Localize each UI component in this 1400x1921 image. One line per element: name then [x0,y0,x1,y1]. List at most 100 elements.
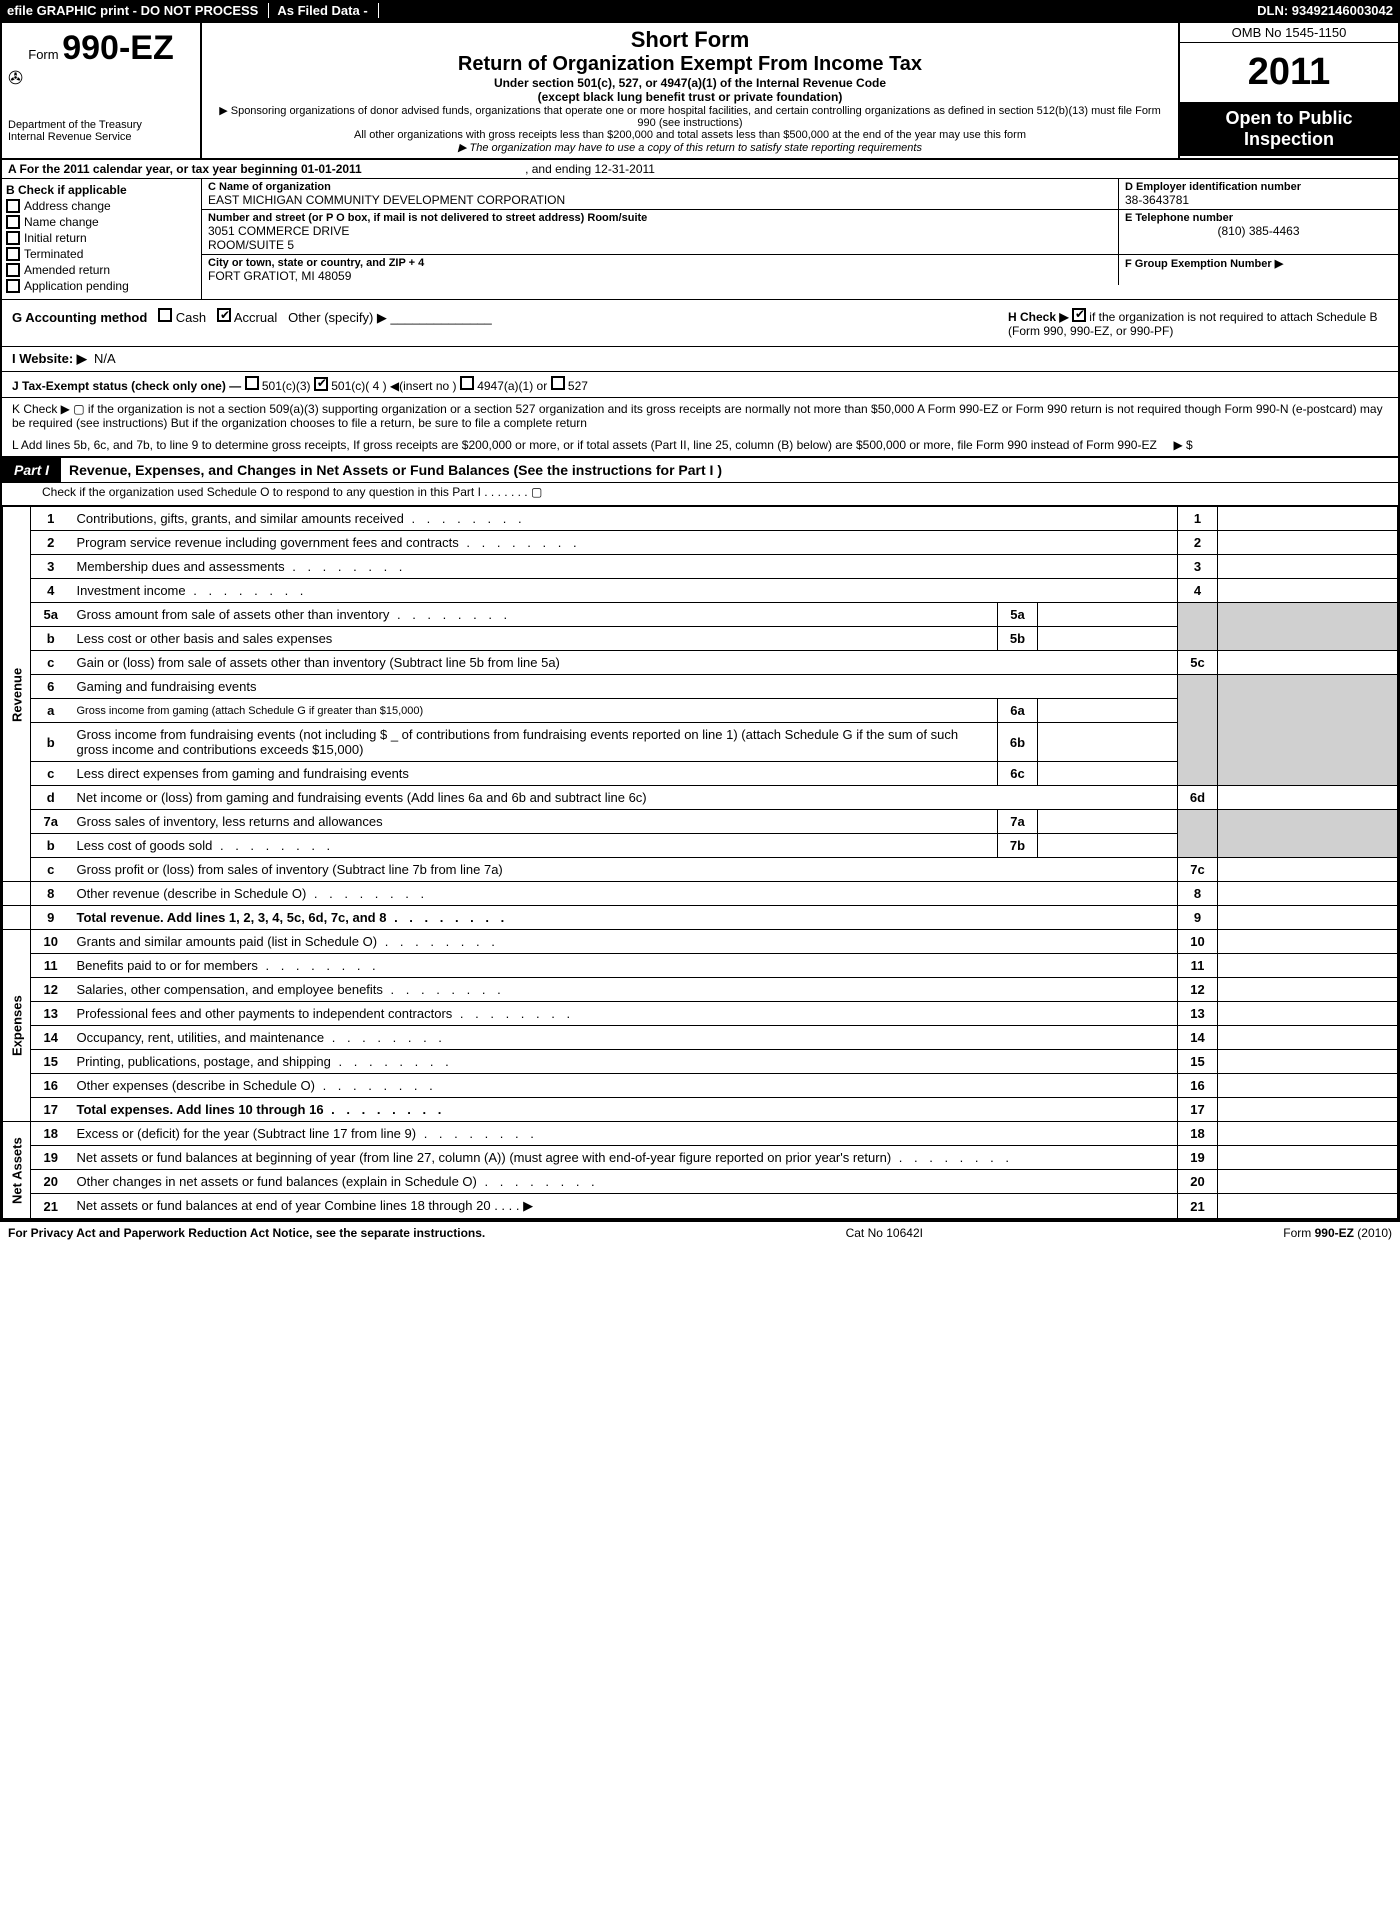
chk-name[interactable] [6,215,20,229]
ln5ab-vs [1218,603,1398,651]
ln10-r: 10 [1178,930,1218,954]
ln14-n: 14 [31,1026,71,1050]
ln6-vs [1218,675,1398,786]
chk-pending[interactable] [6,279,20,293]
i-label: I Website: ▶ [12,351,87,366]
lines-table: Revenue 1 Contributions, gifts, grants, … [2,506,1398,1219]
part1-title: Revenue, Expenses, and Changes in Net As… [61,458,730,482]
ln16-n: 16 [31,1074,71,1098]
ln10-v [1218,930,1398,954]
ln5c-r: 5c [1178,651,1218,675]
ln6a-m: 6a [998,699,1038,723]
ln1-n: 1 [31,507,71,531]
chk-j1[interactable] [245,376,259,390]
g-accrual: Accrual [234,310,277,325]
ln6c-n: c [31,762,71,786]
chk-j4[interactable] [551,376,565,390]
ln5a-d: Gross amount from sale of assets other t… [77,607,512,622]
netassets-label: Net Assets [3,1122,31,1219]
tax-year: 2011 [1180,43,1398,102]
ln2-d: Program service revenue including govern… [77,535,581,550]
chk-initial[interactable] [6,231,20,245]
ln6c-d: Less direct expenses from gaming and fun… [77,766,409,781]
col-b-title: B Check if applicable [6,183,197,197]
ln7a-n: 7a [31,810,71,834]
form-note2: All other organizations with gross recei… [212,129,1168,141]
ln6d-d: Net income or (loss) from gaming and fun… [77,790,647,805]
ln7b-mv [1038,834,1178,858]
ln7a-d: Gross sales of inventory, less returns a… [77,814,383,829]
ln16-r: 16 [1178,1074,1218,1098]
ln7ab-rs [1178,810,1218,858]
ln2-r: 2 [1178,531,1218,555]
ln6c-mv [1038,762,1178,786]
efile-label: efile GRAPHIC print - DO NOT PROCESS [7,3,269,18]
opt-pending: Application pending [24,279,129,293]
ln7c-v [1218,858,1398,882]
ln5c-n: c [31,651,71,675]
g-label: G Accounting method [12,310,147,325]
chk-h[interactable] [1072,308,1086,322]
c-city-label: City or town, state or country, and ZIP … [208,257,1112,269]
ln7b-d: Less cost of goods sold [77,838,335,853]
org-city: FORT GRATIOT, MI 48059 [208,269,1112,283]
chk-cash[interactable] [158,308,172,322]
ln13-n: 13 [31,1002,71,1026]
ln5c-v [1218,651,1398,675]
ln6a-n: a [31,699,71,723]
ln1-v [1218,507,1398,531]
g-cash: Cash [176,310,206,325]
ln10-d: Grants and similar amounts paid (list in… [77,934,499,949]
ln12-v [1218,978,1398,1002]
ln2-v [1218,531,1398,555]
ln7b-n: b [31,834,71,858]
ln4-d: Investment income [77,583,308,598]
ln6d-r: 6d [1178,786,1218,810]
ln6c-m: 6c [998,762,1038,786]
ln4-v [1218,579,1398,603]
chk-accrual[interactable] [217,308,231,322]
l-text: L Add lines 5b, 6c, and 7b, to line 9 to… [12,438,1157,452]
ln15-r: 15 [1178,1050,1218,1074]
ln18-r: 18 [1178,1122,1218,1146]
chk-j2[interactable] [314,377,328,391]
ln15-d: Printing, publications, postage, and shi… [77,1054,453,1069]
dept-irs: Internal Revenue Service [8,131,194,143]
footer-mid: Cat No 10642I [846,1226,923,1240]
ln20-n: 20 [31,1170,71,1194]
ln5ab-rs [1178,603,1218,651]
top-bar: efile GRAPHIC print - DO NOT PROCESS As … [0,0,1400,21]
row-k: K Check ▶ ▢ if the organization is not a… [2,398,1398,434]
footer: For Privacy Act and Paperwork Reduction … [0,1221,1400,1244]
chk-amended[interactable] [6,263,20,277]
ln14-r: 14 [1178,1026,1218,1050]
row-a: A For the 2011 calendar year, or tax yea… [2,160,1398,179]
dept-treasury: Department of the Treasury [8,119,194,131]
chk-address[interactable] [6,199,20,213]
ln5b-d: Less cost or other basis and sales expen… [77,631,333,646]
chk-terminated[interactable] [6,247,20,261]
j-o2: 501(c)( 4 ) ◀(insert no ) [331,379,456,393]
ln4-n: 4 [31,579,71,603]
header-right: OMB No 1545-1150 2011 Open to Public Ins… [1178,23,1398,158]
omb-number: OMB No 1545-1150 [1180,23,1398,43]
ln16-v [1218,1074,1398,1098]
asfiled-label: As Filed Data - [277,3,378,18]
form-note3: ▶ The organization may have to use a cop… [212,141,1168,154]
j-o3: 4947(a)(1) or [477,379,547,393]
row-i: I Website: ▶ N/A [2,347,1398,372]
ln3-v [1218,555,1398,579]
c-addr-label: Number and street (or P O box, if mail i… [208,212,1112,224]
dln-label: DLN: 93492146003042 [1257,3,1393,18]
ln6d-v [1218,786,1398,810]
c-name-label: C Name of organization [208,181,1112,193]
g-other: Other (specify) ▶ [288,310,387,325]
chk-j3[interactable] [460,376,474,390]
ln17-d: Total expenses. Add lines 10 through 16 [77,1102,446,1117]
ln7b-m: 7b [998,834,1038,858]
ln5c-d: Gain or (loss) from sale of assets other… [77,655,560,670]
ln14-v [1218,1026,1398,1050]
ln19-v [1218,1146,1398,1170]
revenue-label: Revenue [3,507,31,882]
form-prefix: Form [28,47,58,62]
